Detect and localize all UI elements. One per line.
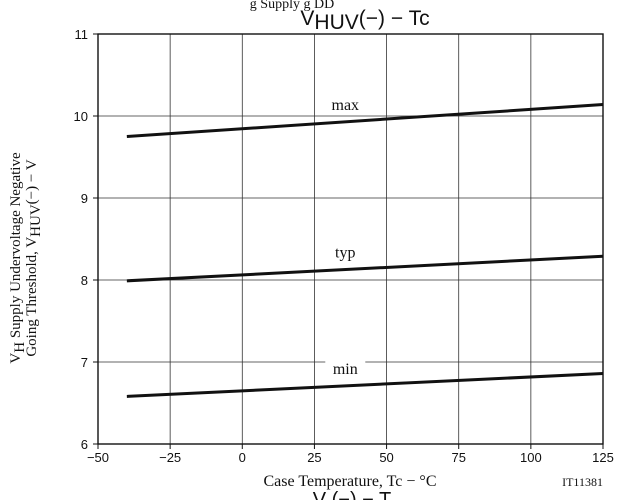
series-group (126, 103, 604, 398)
x-axis-label: Case Temperature, Tc − °C (264, 473, 437, 490)
x-tick-label: −25 (159, 450, 181, 465)
y-axis-label: VH Supply Undervoltage Negative Going Th… (8, 152, 44, 364)
y-tick-label: 10 (74, 109, 88, 124)
series-line-max (126, 103, 604, 138)
series-label-typ: typ (335, 245, 355, 262)
series-line-typ (126, 254, 604, 283)
plot-area: −50 −25 0 25 50 75 100 125 6 7 8 9 10 11 max typ min (74, 27, 614, 465)
y-axis: 6 7 8 9 10 11 (74, 27, 98, 452)
grid (98, 34, 603, 444)
bottom-title-fragment: V (−) − T (313, 489, 392, 500)
x-tick-label: 75 (451, 450, 465, 465)
y-tick-label: 8 (81, 273, 88, 288)
series-label-background (325, 95, 366, 114)
figure-code: IT11381 (562, 475, 603, 489)
x-tick-label: 50 (379, 450, 393, 465)
series-labels: max typ min (325, 95, 366, 379)
y-tick-label: 11 (75, 27, 89, 42)
x-tick-label: 125 (592, 450, 614, 465)
y-tick-label: 7 (81, 355, 88, 370)
y-tick-label: 9 (81, 191, 88, 206)
series-label-background (325, 243, 366, 262)
y-axis-label-line1: VH Supply Undervoltage Negative (8, 152, 28, 364)
series-label-background (325, 360, 366, 379)
series-label-min: min (333, 361, 358, 378)
y-axis-label-line2: Going Threshold, VHUV(−) − V (24, 159, 44, 357)
x-tick-label: −50 (87, 450, 109, 465)
x-tick-label: 100 (520, 450, 542, 465)
series-label-max: max (332, 97, 360, 114)
x-axis: −50 −25 0 25 50 75 100 125 (87, 444, 614, 465)
chart-title: VHUV(−) − Tc (300, 7, 429, 34)
x-tick-label: 25 (307, 450, 321, 465)
x-tick-label: 0 (239, 450, 246, 465)
y-tick-label: 6 (81, 437, 88, 452)
plot-frame (97, 33, 604, 445)
series-line-min (126, 371, 604, 398)
chart-title-top-fragment: g Supply g DD (250, 0, 334, 12)
